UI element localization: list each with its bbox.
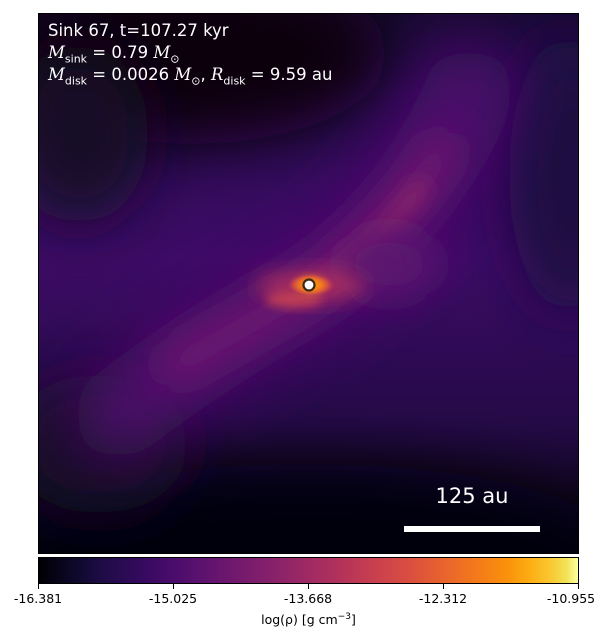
m-disk-value: = 0.0026 — [87, 65, 175, 84]
m-disk-unit: M — [174, 65, 192, 84]
m-sink-unit-sub: ⊙ — [170, 52, 180, 66]
colorbar-label: log(ρ) [g cm−3] — [38, 612, 579, 627]
colorbar-tick — [38, 584, 39, 589]
colorbar-label-exponent: −3 — [337, 612, 351, 622]
m-disk-symbol: M — [48, 65, 65, 84]
sink-mass-line: Msink = 0.79 M⊙ — [48, 43, 179, 69]
colorbar-tick-label: -12.312 — [418, 591, 468, 606]
scalebar-line — [404, 526, 540, 532]
r-disk-value: = 9.59 au — [245, 65, 333, 84]
sink-info-line: Sink 67, t=107.27 kyr — [48, 21, 229, 40]
colorbar-tick-label: -10.955 — [546, 591, 596, 606]
sink-marker — [302, 278, 316, 292]
scalebar-label: 125 au — [435, 484, 509, 508]
density-map-image — [39, 14, 578, 553]
colorbar — [38, 557, 579, 584]
colorbar-tick — [443, 584, 444, 589]
colorbar-tick — [578, 584, 579, 589]
m-sink-value: = 0.79 — [87, 43, 154, 62]
density-map: Sink 67, t=107.27 kyr Msink = 0.79 M⊙ Md… — [38, 13, 579, 554]
colorbar-label-suffix: ] — [350, 612, 356, 628]
colorbar-tick-label: -16.381 — [13, 591, 63, 606]
colorbar-label-prefix: log(ρ) [g cm — [261, 612, 338, 628]
info-separator: , — [200, 65, 211, 84]
m-sink-subscript: sink — [64, 52, 88, 66]
r-disk-subscript: disk — [223, 74, 246, 88]
colorbar-tick-label: -15.025 — [148, 591, 198, 606]
colorbar-tick — [308, 584, 309, 589]
colorbar-tick-label: -13.668 — [283, 591, 333, 606]
colorbar-tick — [173, 584, 174, 589]
disk-info-line: Mdisk = 0.0026 M⊙, Rdisk = 9.59 au — [48, 65, 332, 91]
m-sink-unit: M — [153, 43, 171, 62]
m-sink-symbol: M — [48, 43, 65, 62]
r-disk-symbol: R — [210, 65, 224, 84]
m-disk-subscript: disk — [64, 74, 88, 88]
m-disk-unit-sub: ⊙ — [191, 74, 201, 88]
